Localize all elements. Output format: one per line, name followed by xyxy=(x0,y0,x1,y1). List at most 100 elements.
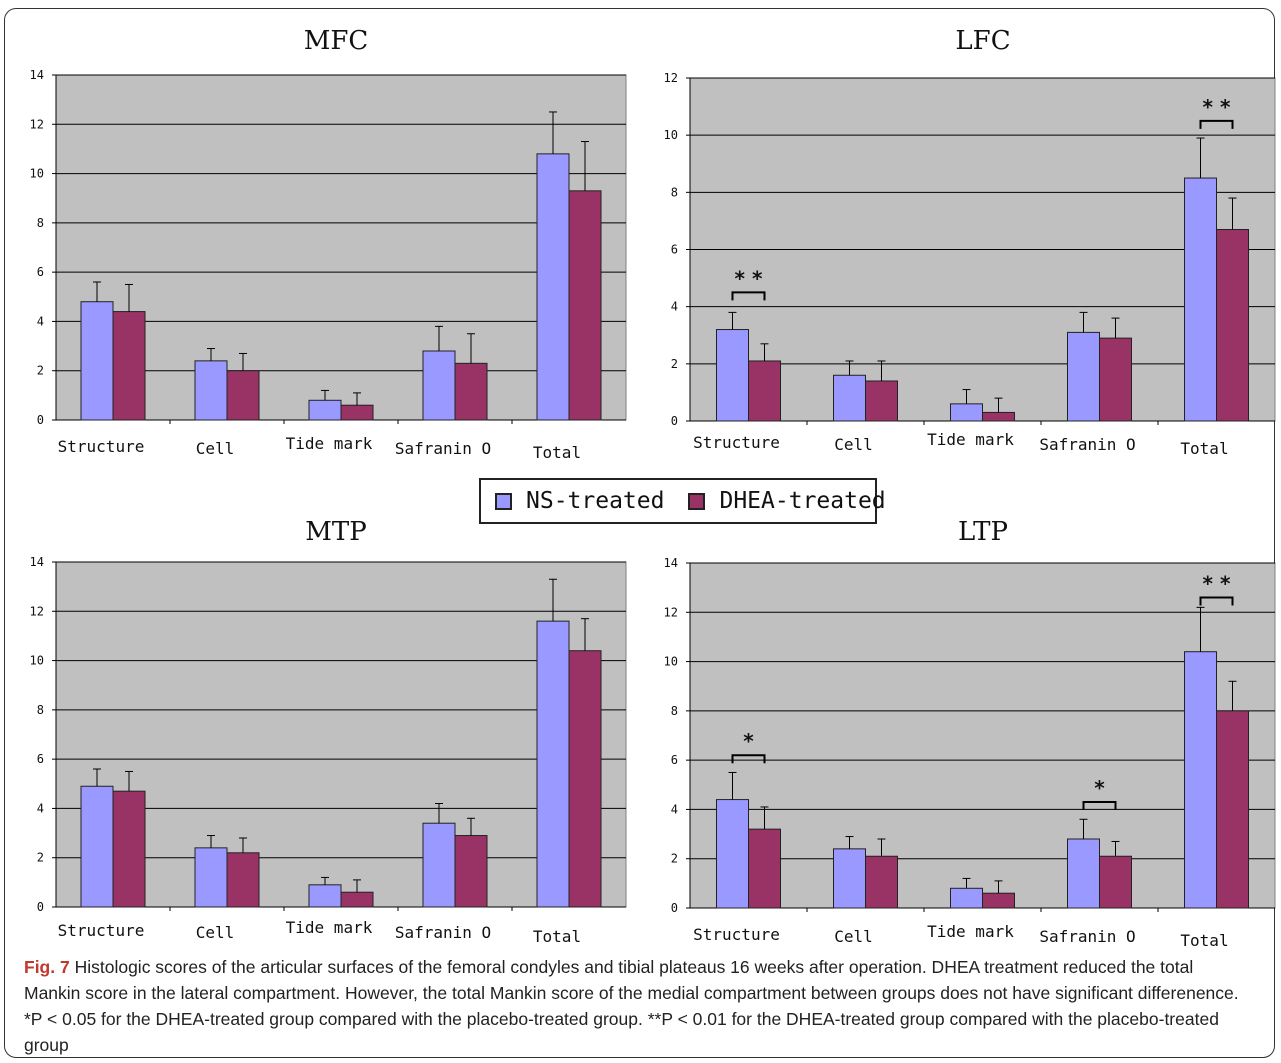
chart-mtp: MTP 0 2 4 6 8 10 12 14 Structure Cell Tide mark Safr… xyxy=(30,517,627,946)
chart-title: LTP xyxy=(958,517,1008,547)
y-tick-label: 6 xyxy=(37,752,44,766)
y-tick-label: 14 xyxy=(664,556,678,570)
category-label: Structure xyxy=(693,925,780,944)
bar-dhea-2 xyxy=(982,892,1015,909)
y-tick-label: 12 xyxy=(30,604,44,618)
bar-dhea-4 xyxy=(1216,228,1249,422)
legend-swatch-dhea xyxy=(688,492,706,510)
bar-dhea-0 xyxy=(748,828,781,909)
category-label: Cell xyxy=(196,439,235,458)
category-label: Total xyxy=(1180,439,1228,458)
bar-ns-1 xyxy=(194,847,228,908)
bar-ns-1 xyxy=(833,848,866,909)
category-label: Cell xyxy=(834,927,873,946)
category-label: Safranin O xyxy=(395,439,491,458)
bar-ns-4 xyxy=(1184,651,1217,909)
y-tick-label: 8 xyxy=(671,185,678,199)
category-label: Structure xyxy=(58,437,145,456)
legend-swatch-ns xyxy=(495,492,512,510)
y-tick-label: 8 xyxy=(37,703,44,717)
bar-ns-3 xyxy=(1067,838,1100,909)
significance-label: * xyxy=(743,729,754,753)
significance-bracket xyxy=(1199,596,1234,606)
bar-ns-3 xyxy=(422,822,456,908)
bar-dhea-0 xyxy=(748,360,781,422)
chart-lfc: LFC 0 2 4 6 8 10 12 Structure Cell Tide mark Safran… xyxy=(664,26,1276,458)
bar-dhea-4 xyxy=(568,190,602,421)
caption-text: Histologic scores of the articular surfa… xyxy=(24,957,1239,1055)
plot-area xyxy=(689,562,1276,909)
chart-title: LFC xyxy=(955,26,1010,56)
bar-dhea-3 xyxy=(454,362,488,421)
bar-ns-2 xyxy=(308,399,342,421)
chart-mfc: MFC 0 2 4 6 8 10 12 14 Structure Cell Tide mark Safr… xyxy=(30,26,627,462)
category-label: Cell xyxy=(834,435,873,454)
y-tick-label: 2 xyxy=(37,364,44,378)
category-label: Total xyxy=(533,443,581,462)
bar-dhea-1 xyxy=(226,852,260,908)
bar-ns-3 xyxy=(422,350,456,421)
legend-label-dhea: DHEA-treated xyxy=(719,488,886,514)
bar-dhea-1 xyxy=(865,380,898,422)
bar-ns-0 xyxy=(716,799,749,909)
bar-ns-4 xyxy=(1184,177,1217,422)
legend: NS-treated DHEA-treated xyxy=(479,478,886,524)
y-tick-label: 0 xyxy=(37,413,44,427)
category-label: Safranin O xyxy=(1039,927,1135,946)
significance-label: * * xyxy=(1203,572,1231,596)
y-tick-label: 6 xyxy=(671,243,678,257)
bar-ns-0 xyxy=(80,785,114,908)
chart-title: MFC xyxy=(304,26,369,56)
category-label: Tide mark xyxy=(286,434,373,453)
y-tick-label: 2 xyxy=(671,852,678,866)
y-tick-label: 4 xyxy=(671,802,678,816)
y-tick-label: 2 xyxy=(37,851,44,865)
category-label: Total xyxy=(533,927,581,946)
significance-label: * * xyxy=(735,266,763,290)
bar-ns-4 xyxy=(536,153,570,421)
y-tick-label: 0 xyxy=(671,414,678,428)
bar-dhea-2 xyxy=(982,411,1015,422)
y-tick-label: 0 xyxy=(37,900,44,914)
bar-dhea-2 xyxy=(340,404,374,421)
bar-ns-2 xyxy=(950,403,983,422)
bar-dhea-4 xyxy=(568,650,602,908)
figure-caption: Fig. 7 Histologic scores of the articula… xyxy=(24,954,1254,1058)
significance-label: * * xyxy=(1203,95,1231,119)
y-tick-label: 12 xyxy=(30,117,44,131)
y-tick-label: 10 xyxy=(30,167,44,181)
significance-label: * xyxy=(1094,776,1105,800)
y-tick-label: 2 xyxy=(671,357,678,371)
y-tick-label: 8 xyxy=(37,216,44,230)
y-tick-label: 10 xyxy=(664,655,678,669)
bar-ns-1 xyxy=(833,374,866,422)
category-label: Tide mark xyxy=(927,922,1014,941)
category-label: Safranin O xyxy=(1039,435,1135,454)
y-tick-label: 14 xyxy=(30,68,44,82)
significance-bracket xyxy=(731,291,766,301)
bar-dhea-3 xyxy=(1099,855,1132,909)
bar-dhea-0 xyxy=(112,311,146,421)
category-label: Total xyxy=(1180,931,1228,950)
bar-dhea-0 xyxy=(112,790,146,908)
y-tick-label: 12 xyxy=(664,605,678,619)
y-tick-label: 14 xyxy=(30,555,44,569)
chart-ltp: LTP 0 2 4 6 8 10 12 14 Structure Cell Tide mark Safr… xyxy=(664,517,1276,950)
bar-dhea-3 xyxy=(454,835,488,908)
bar-ns-2 xyxy=(308,884,342,908)
bar-ns-0 xyxy=(80,301,114,421)
y-tick-label: 12 xyxy=(664,71,678,85)
legend-item-ns: NS-treated xyxy=(495,488,664,514)
bar-dhea-1 xyxy=(865,855,898,909)
legend-label-ns: NS-treated xyxy=(526,488,665,514)
category-label: Cell xyxy=(196,923,235,942)
category-label: Tide mark xyxy=(927,430,1014,449)
bar-dhea-3 xyxy=(1099,337,1132,422)
bar-ns-1 xyxy=(194,360,228,421)
caption-label: Fig. 7 xyxy=(24,957,70,977)
figure-frame xyxy=(4,8,1275,1058)
bar-ns-2 xyxy=(950,887,983,909)
y-tick-label: 4 xyxy=(671,300,678,314)
y-tick-label: 6 xyxy=(671,753,678,767)
